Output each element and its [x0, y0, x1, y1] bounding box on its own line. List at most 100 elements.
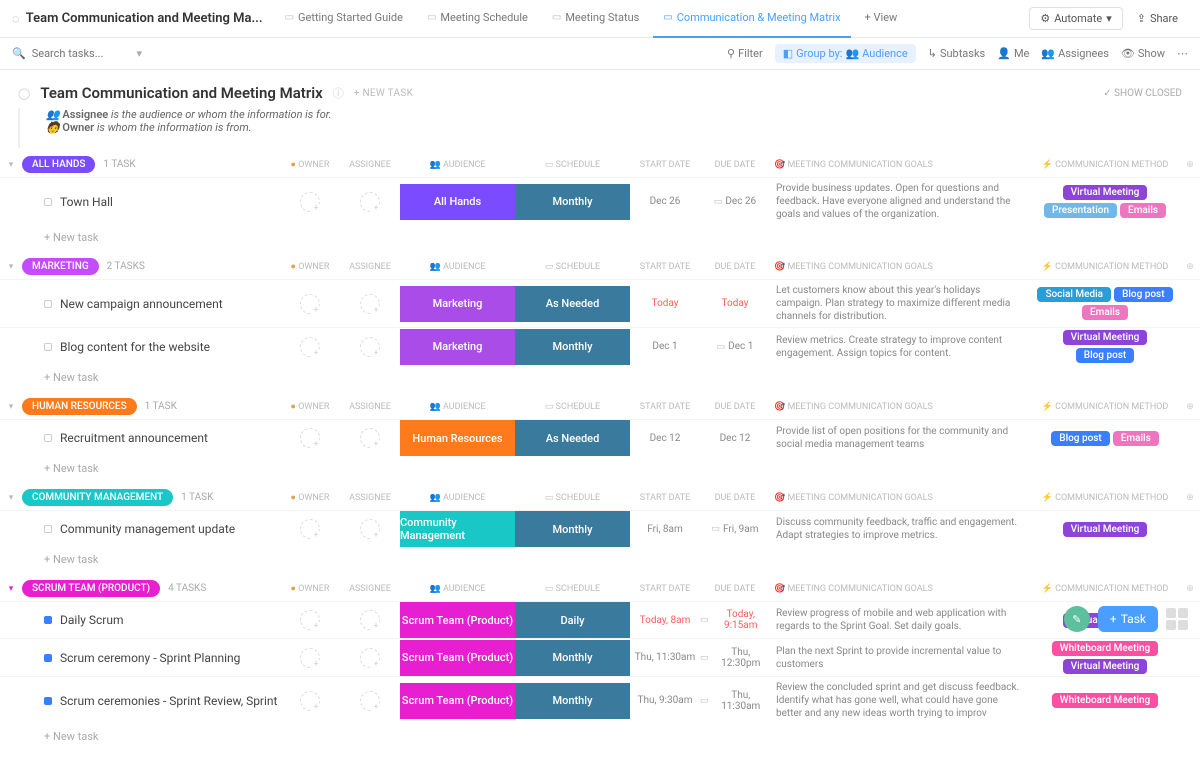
owner-avatar-placeholder[interactable] — [300, 294, 320, 314]
method-pill[interactable]: Blog post — [1114, 287, 1172, 302]
methods-cell[interactable]: Whiteboard MeetingVirtual Meeting — [1030, 639, 1180, 676]
start-date-cell[interactable]: Dec 26 — [630, 196, 700, 207]
audience-cell[interactable]: Scrum Team (Product) — [400, 640, 515, 676]
task-name-cell[interactable]: New campaign announcement — [0, 297, 280, 311]
group-by-button[interactable]: ◧ Group by: 👥 Audience — [775, 44, 916, 63]
schedule-cell[interactable]: As Needed — [515, 286, 630, 322]
due-date-cell[interactable]: ▭Dec 26 — [700, 196, 770, 207]
method-pill[interactable]: Emails — [1082, 305, 1128, 320]
subtasks-button[interactable]: ↳Subtasks — [928, 47, 986, 60]
goals-cell[interactable]: Review the concluded sprint and get disc… — [770, 677, 1030, 724]
method-pill[interactable]: Virtual Meeting — [1063, 185, 1148, 200]
collapse-icon[interactable]: ▾ — [0, 262, 22, 272]
assignees-button[interactable]: 👥Assignees — [1041, 47, 1109, 60]
goals-cell[interactable]: Plan the next Sprint to provide incremen… — [770, 641, 1030, 675]
task-name-cell[interactable]: Town Hall — [0, 195, 280, 209]
methods-cell[interactable]: Whiteboard Meeting — [1030, 691, 1180, 710]
due-date-cell[interactable]: Dec 12 — [700, 433, 770, 444]
new-task-row[interactable]: + New task — [0, 724, 1200, 749]
method-pill[interactable]: Social Media — [1037, 287, 1111, 302]
group-tag[interactable]: All Hands — [22, 156, 95, 173]
start-date-cell[interactable]: Fri, 8am — [630, 524, 700, 535]
apps-grid-icon[interactable] — [1166, 608, 1188, 630]
task-name-cell[interactable]: Community management update — [0, 522, 280, 536]
method-pill[interactable]: Whiteboard Meeting — [1052, 693, 1158, 708]
owner-avatar-placeholder[interactable] — [300, 691, 320, 711]
task-name-cell[interactable]: Blog content for the website — [0, 340, 280, 354]
view-tab[interactable]: ▭Meeting Schedule — [417, 0, 538, 38]
task-name-cell[interactable]: Recruitment announcement — [0, 431, 280, 445]
goals-cell[interactable]: Discuss community feedback, traffic and … — [770, 512, 1030, 546]
more-button[interactable]: ⋯ — [1177, 47, 1188, 60]
collapse-icon[interactable]: ▾ — [0, 160, 22, 170]
add-column-button[interactable]: ⊕ — [1180, 160, 1200, 170]
assignee-avatar-placeholder[interactable] — [360, 691, 380, 711]
method-pill[interactable]: Virtual Meeting — [1063, 330, 1148, 345]
audience-cell[interactable]: Marketing — [400, 286, 515, 322]
method-pill[interactable]: Blog post — [1076, 348, 1134, 363]
audience-cell[interactable]: Scrum Team (Product) — [400, 683, 515, 719]
new-task-row[interactable]: + New task — [0, 365, 1200, 390]
status-square-icon[interactable] — [44, 300, 52, 308]
task-row[interactable]: Daily Scrum Scrum Team (Product) Daily T… — [0, 601, 1200, 638]
owner-avatar-placeholder[interactable] — [300, 610, 320, 630]
start-date-cell[interactable]: Dec 12 — [630, 433, 700, 444]
task-name-cell[interactable]: Scrum ceremonies - Sprint Review, Sprint — [0, 694, 280, 708]
view-tab[interactable]: ▭Communication & Meeting Matrix — [653, 0, 850, 38]
task-name-cell[interactable]: Daily Scrum — [0, 613, 280, 627]
assignee-avatar-placeholder[interactable] — [360, 428, 380, 448]
audience-cell[interactable]: Scrum Team (Product) — [400, 602, 515, 638]
new-task-row[interactable]: + New task — [0, 547, 1200, 572]
share-button[interactable]: ⇪ Share — [1127, 8, 1188, 29]
collapse-icon[interactable]: ▾ — [0, 493, 22, 503]
search-input[interactable] — [32, 47, 112, 60]
automate-button[interactable]: ⚙ Automate ▾ — [1029, 7, 1122, 30]
schedule-cell[interactable]: Monthly — [515, 511, 630, 547]
collapse-icon[interactable]: ▾ — [0, 584, 22, 594]
task-row[interactable]: Recruitment announcement Human Resources… — [0, 419, 1200, 456]
start-date-cell[interactable]: Dec 1 — [630, 341, 700, 352]
status-square-icon[interactable] — [44, 616, 52, 624]
add-column-button[interactable]: ⊕ — [1180, 584, 1200, 594]
method-pill[interactable]: Blog post — [1051, 431, 1109, 446]
schedule-cell[interactable]: Daily — [515, 602, 630, 638]
assignee-avatar-placeholder[interactable] — [360, 192, 380, 212]
assignee-avatar-placeholder[interactable] — [360, 610, 380, 630]
search-box[interactable]: 🔍 ▾ — [12, 47, 142, 60]
task-row[interactable]: New campaign announcement Marketing As N… — [0, 279, 1200, 327]
start-date-cell[interactable]: Thu, 11:30am — [630, 652, 700, 663]
assignee-avatar-placeholder[interactable] — [360, 337, 380, 357]
assignee-avatar-placeholder[interactable] — [360, 294, 380, 314]
method-pill[interactable]: Whiteboard Meeting — [1052, 641, 1158, 656]
assignee-avatar-placeholder[interactable] — [360, 648, 380, 668]
schedule-cell[interactable]: As Needed — [515, 420, 630, 456]
goals-cell[interactable]: Let customers know about this year's hol… — [770, 280, 1030, 327]
status-square-icon[interactable] — [44, 697, 52, 705]
methods-cell[interactable]: Virtual MeetingPresentationEmails — [1030, 183, 1180, 220]
status-square-icon[interactable] — [44, 525, 52, 533]
audience-cell[interactable]: Community Management — [400, 511, 515, 547]
chevron-down-icon[interactable]: ▾ — [136, 47, 142, 60]
collapse-icon[interactable]: ▾ — [0, 402, 22, 412]
add-view-button[interactable]: + View — [855, 0, 908, 38]
group-tag[interactable]: Scrum Team (Product) — [22, 580, 160, 597]
goals-cell[interactable]: Provide business updates. Open for quest… — [770, 178, 1030, 225]
new-task-row[interactable]: + New task — [0, 456, 1200, 481]
goals-cell[interactable]: Review progress of mobile and web applic… — [770, 603, 1030, 637]
show-closed-button[interactable]: ✓ SHOW CLOSED — [1103, 88, 1182, 99]
due-date-cell[interactable]: ▭Today, 9:15am — [700, 609, 770, 631]
goals-cell[interactable]: Provide list of open positions for the c… — [770, 421, 1030, 455]
status-square-icon[interactable] — [44, 343, 52, 351]
status-circle-icon[interactable]: ◯ — [18, 87, 30, 100]
start-date-cell[interactable]: Today, 8am — [630, 615, 700, 626]
task-row[interactable]: Community management update Community Ma… — [0, 510, 1200, 547]
due-date-cell[interactable]: ▭Thu, 12:30pm — [700, 647, 770, 669]
method-pill[interactable]: Emails — [1113, 431, 1159, 446]
status-square-icon[interactable] — [44, 198, 52, 206]
task-row[interactable]: Scrum ceremonies - Sprint Review, Sprint… — [0, 676, 1200, 724]
due-date-cell[interactable]: ▭Thu, 11:30am — [700, 690, 770, 712]
filter-button[interactable]: ⚲Filter — [727, 47, 763, 60]
view-tab[interactable]: ▭Meeting Status — [542, 0, 649, 38]
show-button[interactable]: 👁Show — [1121, 47, 1165, 60]
task-name-cell[interactable]: Scrum ceremony - Sprint Planning — [0, 651, 280, 665]
